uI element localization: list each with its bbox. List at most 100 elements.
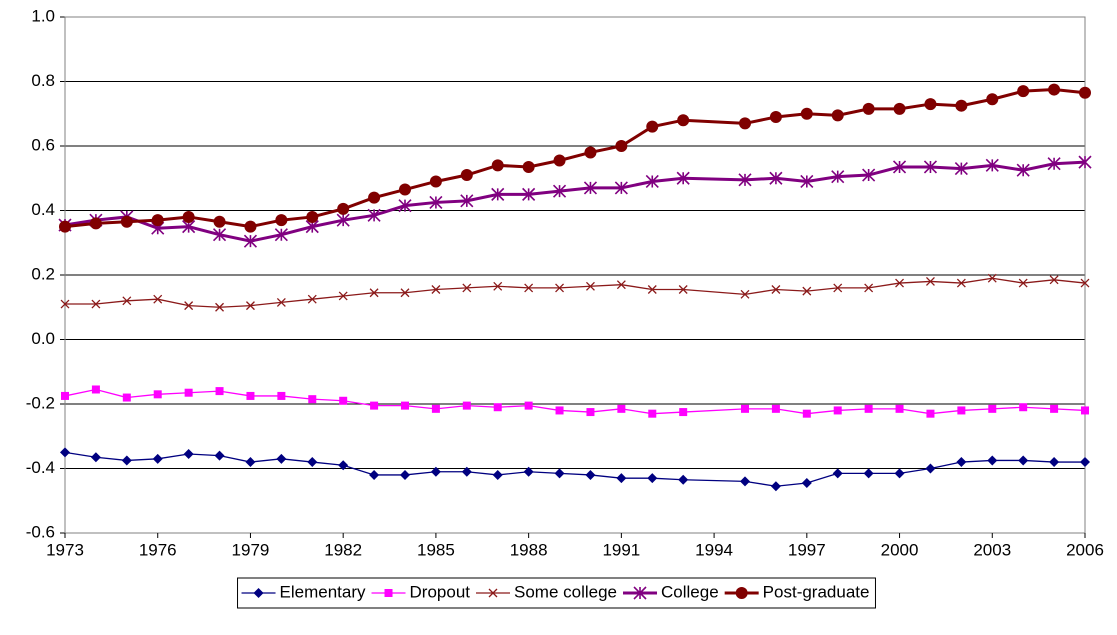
marker: [245, 457, 256, 468]
x-tick-label: 1994: [695, 540, 733, 559]
marker: [183, 448, 194, 459]
marker: [1080, 457, 1090, 468]
marker: [1081, 406, 1089, 415]
marker: [987, 455, 998, 466]
marker: [89, 217, 102, 230]
marker: [925, 463, 936, 474]
marker: [370, 401, 379, 410]
marker: [307, 294, 317, 304]
marker: [1080, 278, 1090, 288]
y-tick-label: -0.4: [26, 458, 55, 477]
marker: [153, 390, 162, 399]
marker: [1018, 278, 1028, 288]
marker: [615, 140, 628, 152]
legend-entry: College: [623, 582, 719, 601]
marker: [769, 110, 782, 123]
marker: [831, 170, 845, 184]
marker: [633, 586, 647, 600]
legend-entry: Post-graduate: [724, 582, 869, 601]
marker: [1049, 275, 1059, 285]
legend-label: Elementary: [280, 582, 366, 601]
marker: [740, 289, 750, 299]
marker: [801, 478, 812, 489]
marker: [492, 469, 503, 480]
series-line: [64, 88, 1086, 229]
marker: [584, 146, 597, 159]
marker: [771, 285, 781, 294]
x-tick-label: 1976: [139, 540, 177, 559]
marker: [215, 387, 224, 396]
marker: [384, 589, 393, 597]
marker: [184, 388, 193, 397]
marker: [955, 99, 968, 112]
marker: [337, 202, 350, 215]
marker: [1016, 163, 1030, 177]
marker: [336, 213, 350, 227]
marker: [1047, 157, 1061, 171]
marker: [430, 466, 441, 477]
marker: [429, 175, 442, 188]
marker: [213, 215, 226, 228]
marker: [398, 199, 412, 213]
marker: [59, 220, 71, 233]
marker: [1078, 155, 1092, 169]
marker: [832, 468, 843, 479]
marker: [276, 297, 286, 307]
marker: [121, 455, 132, 466]
marker: [91, 299, 101, 309]
marker: [491, 159, 504, 172]
y-tick-label: 0.2: [31, 264, 55, 283]
marker: [614, 181, 628, 195]
marker: [274, 228, 288, 242]
marker: [1079, 86, 1091, 99]
marker: [306, 210, 319, 223]
marker: [244, 220, 257, 233]
marker: [862, 102, 875, 115]
marker: [802, 286, 812, 296]
marker: [461, 466, 472, 477]
marker: [555, 406, 564, 415]
legend: Elementary Dropout Some college College Post…: [237, 577, 876, 609]
marker: [462, 401, 471, 410]
marker: [243, 234, 258, 248]
marker: [987, 273, 997, 283]
marker: [831, 109, 844, 122]
marker: [893, 102, 906, 115]
marker: [214, 450, 225, 461]
marker: [493, 403, 502, 412]
marker: [1048, 83, 1061, 96]
y-tick-label: 0.6: [31, 135, 55, 154]
x-tick-label: 1997: [788, 540, 826, 559]
marker: [925, 276, 935, 286]
marker: [491, 187, 505, 201]
marker: [895, 278, 905, 288]
marker: [923, 160, 938, 174]
marker: [338, 291, 348, 301]
marker: [770, 481, 781, 492]
legend-label: Some college: [514, 582, 617, 601]
marker: [245, 301, 255, 311]
marker: [339, 396, 348, 405]
legend-box: [237, 577, 876, 609]
marker: [122, 296, 132, 306]
marker: [957, 406, 966, 415]
marker: [739, 117, 751, 130]
marker: [276, 453, 287, 464]
legend-entry: Dropout: [371, 582, 470, 601]
marker: [926, 409, 935, 418]
legend-entry: Elementary: [241, 582, 366, 601]
marker: [894, 468, 905, 479]
marker: [800, 174, 814, 189]
marker: [90, 452, 101, 463]
marker: [679, 408, 688, 417]
marker: [648, 409, 657, 418]
y-tick-label: 1.0: [31, 6, 55, 25]
x-tick-label: 1982: [324, 540, 362, 559]
marker: [676, 171, 690, 185]
marker: [1017, 85, 1030, 98]
marker: [833, 406, 842, 415]
marker: [678, 285, 688, 294]
marker: [678, 474, 689, 485]
series-line: [64, 160, 1086, 243]
marker: [182, 210, 195, 223]
